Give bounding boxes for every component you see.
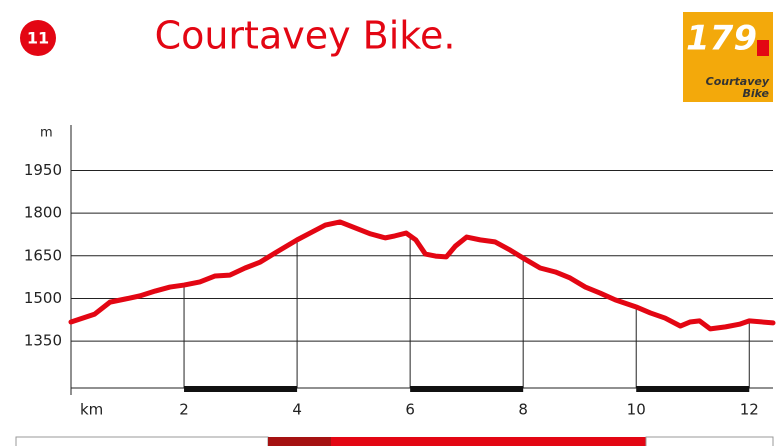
x-tick-label: 6: [405, 401, 415, 419]
x-tick-label: 12: [740, 401, 759, 419]
logo: 179 Courtavey Bike: [683, 12, 773, 102]
strip-cell: [645, 436, 774, 446]
scale-segment: [410, 386, 524, 392]
x-tick-label: 8: [518, 401, 528, 419]
logo-bg: [683, 12, 773, 102]
strip-cell: [331, 437, 646, 446]
y-tick-label: 1650: [24, 246, 62, 264]
x-tick-label: 2: [179, 401, 189, 419]
bottom-strip: [15, 436, 774, 446]
badge: 11: [27, 29, 49, 48]
y-tick-label: 1800: [24, 204, 62, 222]
logo-number: 179: [686, 19, 757, 59]
chart-title: Courtavey Bike.: [155, 14, 456, 58]
logo-flag: [757, 40, 769, 56]
y-axis-label: m: [40, 126, 53, 141]
scale-segment: [636, 386, 750, 392]
x-tick-label: 4: [292, 401, 302, 419]
elevation-line: [68, 219, 776, 332]
y-tick-label: 1950: [24, 161, 62, 179]
y-tick-label: 1500: [24, 289, 62, 307]
logo-sub: Bike: [742, 87, 769, 100]
x-tick-label: 10: [627, 401, 646, 419]
x-axis-label: km: [80, 401, 103, 419]
logo-name: Courtavey: [706, 75, 770, 88]
scale-segment: [184, 386, 298, 392]
strip-cell: [268, 437, 331, 446]
badge-circle: [20, 20, 56, 56]
strip-cell: [15, 436, 269, 446]
y-tick-label: 1350: [24, 332, 62, 350]
